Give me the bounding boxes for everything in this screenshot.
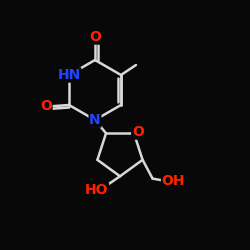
Text: O: O: [132, 125, 144, 139]
Text: OH: OH: [162, 174, 185, 188]
Text: O: O: [89, 30, 101, 44]
Text: O: O: [40, 99, 52, 113]
Text: HO: HO: [85, 184, 108, 198]
Text: HN: HN: [58, 68, 81, 82]
Text: N: N: [89, 113, 101, 127]
